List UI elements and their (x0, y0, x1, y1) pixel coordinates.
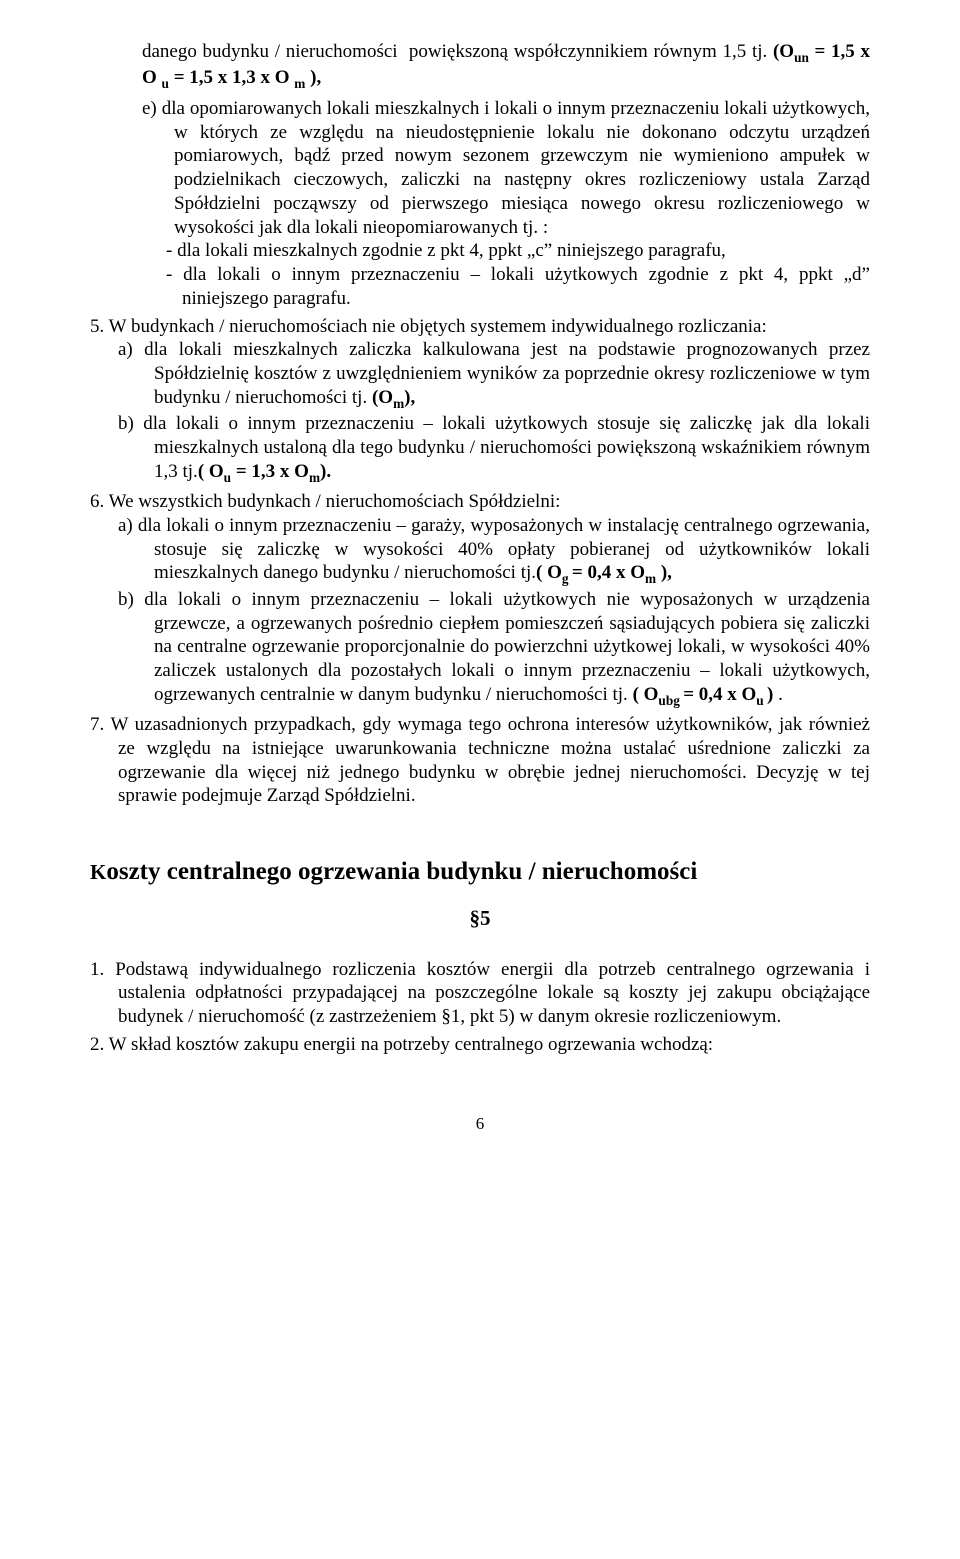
item-5a-bold: (Om), (372, 387, 415, 408)
sec5-item1: 1. Podstawą indywidualnego rozliczenia k… (90, 958, 870, 1029)
item-5b: b) dla lokali o innym przeznaczeniu – lo… (90, 412, 870, 486)
sec5-item2: 2. W skład kosztów zakupu energii na pot… (90, 1033, 870, 1057)
item-5a: a) dla lokali mieszkalnych zaliczka kalk… (90, 338, 870, 412)
paragraph-symbol: §5 (90, 905, 870, 931)
heading-rest: oszty centralnego ogrzewania budynku / n… (106, 858, 697, 885)
item-5-text: 5. W budynkach / nieruchomościach nie ob… (90, 316, 767, 337)
item-e-dash2: - dla lokali o innym przeznaczeniu – lok… (90, 263, 870, 311)
sec5-item1-text: 1. Podstawą indywidualnego rozliczenia k… (90, 959, 870, 1028)
item-6a-pre: a) dla lokali o innym przeznaczeniu – ga… (118, 515, 870, 584)
item-6b-bold: ( Oubg = 0,4 x Ou ) (633, 684, 774, 705)
item-e: e) dla opomiarowanych lokali mieszkalnyc… (90, 97, 870, 240)
para-top: danego budynku / nieruchomości powiększo… (90, 40, 870, 93)
item-6a: a) dla lokali o innym przeznaczeniu – ga… (90, 514, 870, 588)
item-5a-pre: a) dla lokali mieszkalnych zaliczka kalk… (118, 339, 870, 408)
sec5-item2-text: 2. W skład kosztów zakupu energii na pot… (90, 1034, 713, 1055)
item-6b: b) dla lokali o innym przeznaczeniu – lo… (90, 588, 870, 709)
page-number: 6 (90, 1113, 870, 1134)
item-5: 5. W budynkach / nieruchomościach nie ob… (90, 315, 870, 339)
item-6b-post: . (773, 684, 783, 705)
heading-prefix: K (90, 860, 106, 884)
section-heading: Koszty centralnego ogrzewania budynku / … (90, 856, 870, 887)
item-7: 7. W uzasadnionych przypadkach, gdy wyma… (90, 713, 870, 808)
item-e-dash1: - dla lokali mieszkalnych zgodnie z pkt … (90, 239, 870, 263)
item-e-dash2-text: - dla lokali o innym przeznaczeniu – lok… (166, 264, 870, 309)
item-5b-bold: ( Ou = 1,3 x Om). (198, 461, 331, 482)
item-7-text: 7. W uzasadnionych przypadkach, gdy wyma… (90, 714, 870, 806)
para-top-text: danego budynku / nieruchomości powiększo… (142, 41, 870, 88)
item-6: 6. We wszystkich budynkach / nieruchomoś… (90, 490, 870, 514)
item-e-dash1-text: - dla lokali mieszkalnych zgodnie z pkt … (166, 240, 726, 261)
item-6-text: 6. We wszystkich budynkach / nieruchomoś… (90, 491, 560, 512)
item-6a-bold: ( Og = 0,4 x Om ), (536, 562, 672, 583)
item-e-text: e) dla opomiarowanych lokali mieszkalnyc… (142, 98, 870, 238)
